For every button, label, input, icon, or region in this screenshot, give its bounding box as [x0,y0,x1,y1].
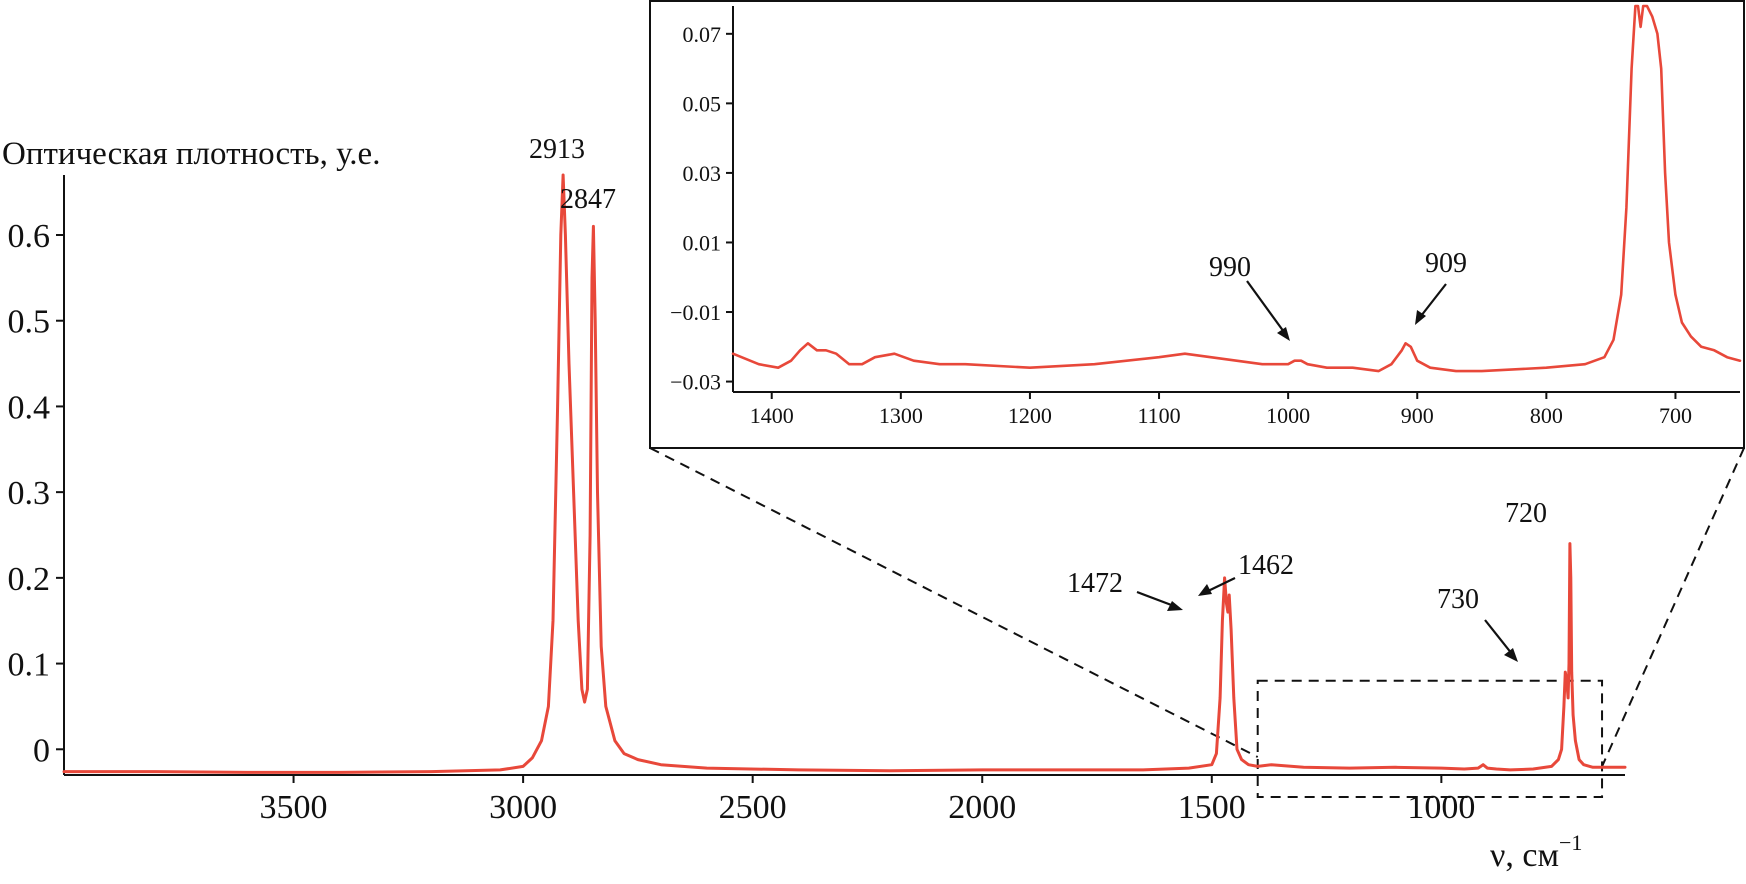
inset-x-tick-label: 1100 [1137,403,1180,428]
main-series-line [62,173,1627,774]
arrowhead-909 [1415,310,1426,325]
main-y-axis-label: Оптическая плотность, у.е. [2,136,380,172]
inset-x-tick-label: 1400 [750,403,794,428]
peak-label-1472: 1472 [1067,568,1123,599]
peak-label-2913: 2913 [529,134,585,165]
zoom-region-box [1256,679,1604,799]
arrowhead-730 [1504,648,1518,662]
main-x-tick-label: 3500 [260,789,328,826]
arrow-730 [1484,619,1513,655]
main-axes [63,175,1625,776]
inset-y-tick-label: 0.03 [683,161,722,186]
main-x-tick-label: 2000 [948,789,1016,826]
inset-frame [649,0,1745,449]
zoom-connector-left [649,447,1259,758]
main-y-tick-label: 0.2 [8,561,51,598]
peak-label-1462: 1462 [1238,550,1294,581]
inset-x-ticks: 1400 1300 1200 1100 1000 900 800 700 [750,392,1692,428]
main-x-axis-label-sup: −1 [1559,830,1582,855]
main-x-ticks: 3500 3000 2500 2000 1500 1000 [260,775,1475,826]
main-x-tick-label: 2500 [719,789,787,826]
main-x-tick-label: 1500 [1178,789,1246,826]
arrowhead-1472 [1167,601,1183,611]
inset-x-tick-label: 800 [1530,403,1563,428]
arrow-990 [1246,280,1285,333]
inset-peak-label-909: 909 [1425,248,1467,279]
peak-label-2847: 2847 [560,184,616,215]
inset-x-tick-label: 1000 [1266,403,1310,428]
inset-chart: −0.03−0.010.010.030.050.07 1400 1300 1200 1… [649,0,1745,449]
main-y-tick-label: 0.5 [8,304,51,341]
inset-y-tick-label: 0.01 [683,230,722,255]
zoom-connector-right [1601,447,1745,767]
arrowhead-990 [1277,327,1290,341]
main-y-ticks: 0 0.1 0.2 0.3 0.4 0.5 0.6 [8,218,64,769]
arrow-909 [1420,283,1447,317]
main-annotations: 2913 2847 1472 1462 730 720 [529,134,1547,662]
main-y-tick-label: 0.3 [8,475,51,512]
inset-y-ticks: −0.03 −0.01 0.01 0.03 0.05 0.07 [670,22,733,395]
inset-y-tick-label: 0.05 [683,91,722,116]
main-x-axis-label-text: ν, см [1490,837,1559,874]
main-y-tick-label: 0.1 [8,647,51,684]
inset-y-tick-label: −0.01 [670,300,721,325]
arrow-1462 [1205,577,1236,593]
arrowhead-1462 [1198,584,1212,596]
inset-x-tick-label: 900 [1401,403,1434,428]
main-y-tick-label: 0.6 [8,218,51,255]
main-x-tick-label: 3000 [489,789,557,826]
main-x-axis-label: ν, см−1 [1490,830,1582,874]
main-x-tick-label: 1000 [1407,789,1475,826]
peak-label-720: 720 [1505,498,1547,529]
inset-y-tick-label: −0.03 [670,370,721,395]
inset-x-tick-label: 1300 [879,403,923,428]
arrow-1472 [1136,590,1175,608]
peak-label-730: 730 [1437,584,1479,615]
main-y-tick-label: 0 [33,732,50,769]
inset-y-tick-label: 0.07 [683,22,722,47]
main-y-tick-label: 0.4 [8,389,51,426]
zoom-overlay [649,447,1745,799]
inset-x-tick-label: 1200 [1008,403,1052,428]
inset-peak-label-990: 990 [1209,252,1251,283]
inset-x-tick-label: 700 [1659,403,1692,428]
inset-series-line [731,4,1742,373]
